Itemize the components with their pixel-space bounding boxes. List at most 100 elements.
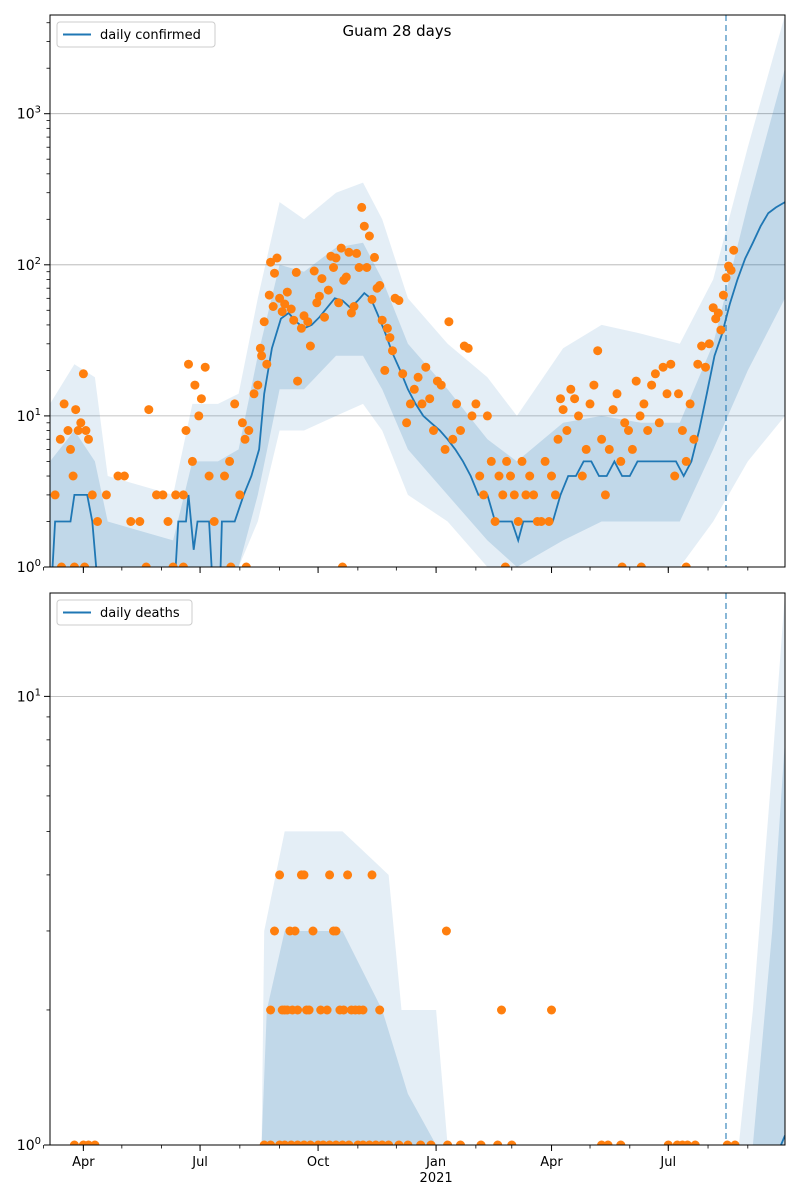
data-point — [384, 1140, 394, 1145]
data-point — [367, 870, 377, 880]
legend-label: daily deaths — [100, 606, 180, 621]
data-point — [521, 490, 531, 500]
data-point — [398, 369, 408, 379]
data-point — [426, 1140, 436, 1145]
data-point — [721, 273, 731, 283]
axes-frame — [49, 592, 786, 1146]
data-point — [135, 517, 145, 526]
data-point — [570, 394, 580, 404]
data-point — [726, 265, 736, 275]
data-point — [597, 434, 607, 444]
data-point — [494, 471, 504, 481]
y-tick-label: 100 — [17, 558, 41, 576]
data-point — [536, 517, 546, 526]
data-point — [80, 562, 90, 567]
data-point — [500, 562, 510, 567]
data-point — [666, 359, 676, 369]
data-point — [87, 490, 97, 500]
data-point — [429, 426, 438, 435]
data-point — [303, 317, 313, 327]
data-point — [280, 299, 290, 309]
data-point — [299, 870, 309, 880]
data-point — [272, 253, 282, 263]
data-point — [443, 1140, 453, 1145]
data-point — [322, 1005, 332, 1015]
data-point — [59, 399, 69, 409]
data-point — [76, 418, 86, 428]
data-point — [556, 394, 565, 404]
data-point — [178, 490, 188, 500]
data-point — [616, 1140, 626, 1145]
data-point — [296, 323, 306, 333]
data-point — [441, 926, 451, 936]
x-tick-label: Apr — [540, 1155, 563, 1170]
data-point — [476, 1140, 486, 1145]
data-point — [658, 362, 668, 372]
data-point — [325, 870, 335, 880]
data-point — [163, 517, 173, 526]
data-point — [209, 517, 219, 526]
data-point — [158, 490, 168, 500]
data-point — [436, 380, 446, 390]
data-point — [558, 405, 568, 415]
data-point — [452, 399, 462, 409]
data-point — [305, 341, 315, 351]
data-point — [113, 471, 123, 481]
y-tick-label: 103 — [17, 105, 41, 123]
data-point — [394, 1140, 404, 1145]
data-point — [544, 517, 554, 526]
data-point — [226, 562, 236, 567]
data-point — [654, 418, 664, 428]
data-point — [394, 296, 404, 305]
data-point — [262, 359, 272, 369]
data-point — [90, 1140, 100, 1145]
data-point — [184, 359, 193, 369]
series-line — [779, 1135, 785, 1145]
data-point — [550, 490, 560, 500]
data-point — [244, 426, 254, 435]
data-point — [253, 380, 263, 390]
data-point — [141, 562, 151, 567]
data-point — [259, 317, 269, 327]
confirmed-panel: 100 101 102 103 daily confirmed — [17, 14, 786, 576]
data-point — [240, 434, 250, 444]
data-point — [375, 1005, 385, 1015]
data-point — [364, 231, 374, 241]
data-point — [490, 517, 500, 526]
data-point — [382, 323, 392, 333]
data-point — [624, 426, 633, 435]
y-tick-label: 102 — [17, 256, 41, 274]
data-point — [507, 1140, 517, 1145]
data-point — [266, 257, 276, 267]
data-point — [403, 1140, 413, 1145]
data-point — [78, 369, 88, 379]
data-point — [187, 456, 197, 466]
band-outer — [261, 593, 785, 1145]
data-point — [190, 380, 200, 390]
legend: daily confirmed — [56, 21, 216, 48]
data-point — [620, 418, 630, 428]
x-tick-label: Oct — [307, 1155, 329, 1170]
data-point — [257, 351, 267, 361]
data-point — [101, 490, 111, 500]
data-point — [639, 399, 649, 409]
data-point — [603, 1140, 613, 1145]
data-point — [617, 562, 627, 567]
data-point — [277, 307, 287, 317]
data-point — [456, 426, 465, 435]
data-point — [498, 490, 508, 500]
data-point — [316, 1005, 326, 1015]
data-point — [230, 399, 240, 409]
data-point — [589, 380, 599, 390]
data-point — [718, 290, 728, 300]
data-point — [266, 1005, 276, 1015]
band-outer — [50, 15, 785, 567]
data-point — [677, 426, 687, 435]
data-point — [643, 426, 653, 435]
data-point — [388, 346, 397, 356]
data-point — [593, 346, 603, 356]
data-point — [323, 285, 333, 295]
data-point — [405, 399, 415, 409]
x-tick-label: Jan — [425, 1155, 446, 1170]
data-point — [93, 517, 102, 526]
